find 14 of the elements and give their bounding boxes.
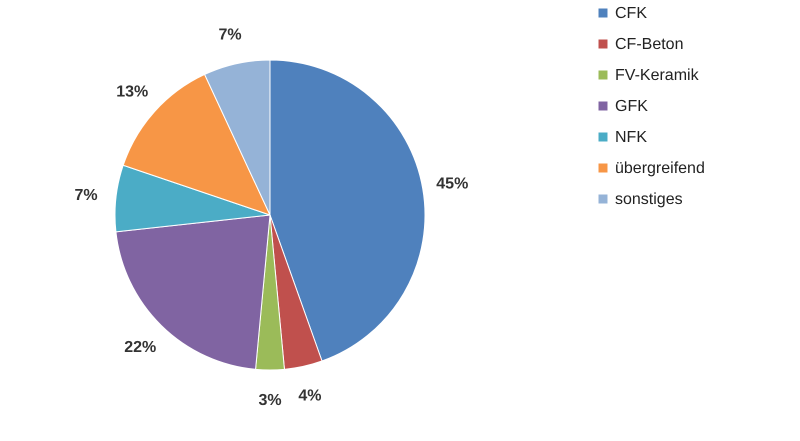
data-label: 7% <box>74 186 98 204</box>
legend-label: FV-Keramik <box>615 67 700 84</box>
data-label: 22% <box>124 338 156 356</box>
data-label: 3% <box>258 392 282 409</box>
legend-label: sonstiges <box>615 191 683 208</box>
data-label: 13% <box>116 83 148 100</box>
legend-label: CFK <box>615 5 648 22</box>
legend-label: CF-Beton <box>615 36 684 53</box>
legend-label: übergreifend <box>615 160 705 177</box>
data-label: 4% <box>298 388 322 405</box>
data-label: 45% <box>436 176 468 193</box>
data-label: 7% <box>218 26 242 44</box>
legend-label: NFK <box>615 129 648 146</box>
legend-label: GFK <box>615 98 648 115</box>
